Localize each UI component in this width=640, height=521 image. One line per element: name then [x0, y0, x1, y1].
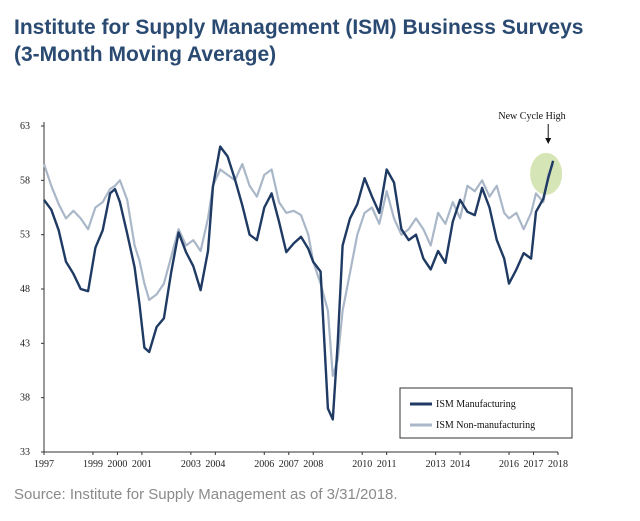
legend-label-manufacturing: ISM Manufacturing [436, 399, 516, 410]
chart-title-line1: Institute for Supply Management (ISM) Bu… [14, 16, 584, 39]
x-tick-label: 2013 [426, 459, 446, 470]
x-tick-label: 2007 [279, 459, 299, 470]
x-tick-label: 2018 [548, 459, 568, 470]
x-tick-label: 2000 [107, 459, 127, 470]
x-tick-label: 2003 [181, 459, 201, 470]
annotation-arrow-head [545, 138, 552, 144]
y-tick-label: 38 [20, 393, 30, 404]
chart-title-line2: (3-Month Moving Average) [14, 43, 277, 66]
annotation-label: New Cycle High [498, 111, 565, 122]
x-tick-label: 2014 [450, 459, 470, 470]
chart-legend: ISM Manufacturing ISM Non-manufacturing [399, 387, 573, 439]
legend-label-non-manufacturing: ISM Non-manufacturing [436, 420, 535, 431]
x-tick-label: 2010 [352, 459, 372, 470]
y-tick-label: 43 [20, 338, 30, 349]
x-tick-label: 2006 [254, 459, 274, 470]
chart-title: Institute for Supply Management (ISM) Bu… [14, 14, 624, 68]
source-note: Source: Institute for Supply Management … [14, 486, 398, 503]
x-tick-label: 2008 [303, 459, 323, 470]
x-tick-label: 2011 [377, 459, 397, 470]
x-tick-label: 2016 [499, 459, 519, 470]
y-tick-label: 33 [20, 447, 30, 458]
x-tick-label: 1999 [83, 459, 103, 470]
chart-annotation: New Cycle High [498, 111, 565, 122]
y-tick-label: 58 [20, 175, 30, 186]
cycle-high-highlight [530, 152, 563, 195]
y-tick-label: 48 [20, 284, 30, 295]
series-line-manufacturing [43, 145, 555, 421]
x-tick-label: 2004 [205, 459, 225, 470]
x-tick-label: 2017 [524, 459, 544, 470]
y-tick-label: 53 [20, 230, 30, 241]
legend-box [399, 387, 573, 439]
plot-area: 33 38 43 48 53 58 63 1997 1999 2000 2001 2003 2004 20… [20, 121, 568, 470]
series-line-non-manufacturing [42, 162, 555, 377]
x-tick-label: 2001 [132, 459, 152, 470]
y-tick-label: 63 [20, 121, 30, 132]
x-tick-label: 1997 [34, 459, 54, 470]
